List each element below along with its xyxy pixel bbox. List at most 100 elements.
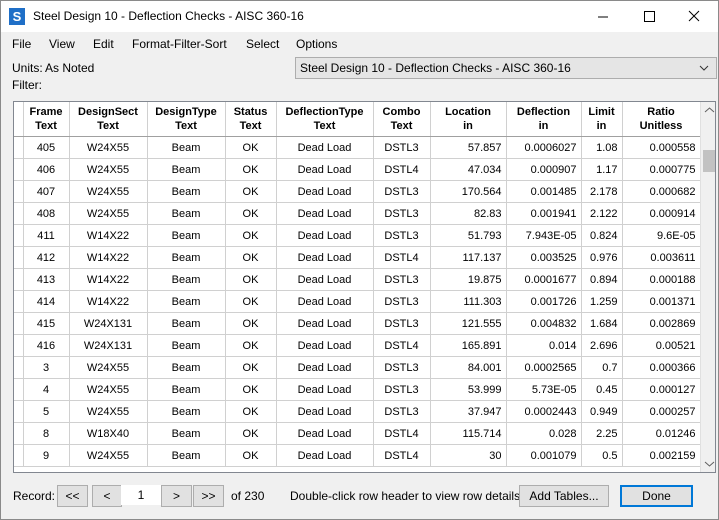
column-header: RatioUnitless xyxy=(622,102,700,137)
column-name: DeflectionType xyxy=(279,105,371,119)
cell: 82.83 xyxy=(430,203,506,225)
maximize[interactable] xyxy=(645,12,655,22)
cell: W18X40 xyxy=(69,423,147,445)
cell: Beam xyxy=(147,269,225,291)
row-header[interactable] xyxy=(14,203,23,225)
row-header[interactable] xyxy=(14,379,23,401)
column-name: Deflection xyxy=(509,105,579,119)
column-header: FrameText xyxy=(23,102,69,137)
cell: 30 xyxy=(430,445,506,467)
cell: Dead Load xyxy=(276,423,373,445)
row-header[interactable] xyxy=(14,181,23,203)
menu-item[interactable]: Select xyxy=(246,37,279,51)
first-button[interactable]: << xyxy=(57,485,88,507)
row-header[interactable] xyxy=(14,423,23,445)
table-body: 405W24X55BeamOKDead LoadDSTL357.8570.000… xyxy=(14,137,700,467)
column-name: Ratio xyxy=(625,105,698,119)
row-header[interactable] xyxy=(14,445,23,467)
cell: 0.004832 xyxy=(506,313,581,335)
scroll-up[interactable] xyxy=(705,108,714,112)
cell: DSTL3 xyxy=(373,291,430,313)
column-name: Limit xyxy=(584,105,620,119)
scroll-down[interactable] xyxy=(705,462,714,466)
next-button[interactable]: > xyxy=(161,485,192,507)
row-header[interactable] xyxy=(14,335,23,357)
row-header[interactable] xyxy=(14,401,23,423)
cell: 414 xyxy=(23,291,69,313)
column-unit: Text xyxy=(279,119,371,133)
cell: 413 xyxy=(23,269,69,291)
menu-item[interactable]: File xyxy=(12,37,31,51)
cell: W24X55 xyxy=(69,379,147,401)
row-header[interactable] xyxy=(14,313,23,335)
cell: 2.25 xyxy=(581,423,622,445)
add-tables-button[interactable]: Add Tables... xyxy=(519,485,609,507)
units-value: As Noted xyxy=(45,61,94,75)
scroll-thumb[interactable] xyxy=(703,150,716,172)
cell: W24X55 xyxy=(69,401,147,423)
menu-item[interactable]: Format-Filter-Sort xyxy=(132,37,227,51)
window-title: Steel Design 10 - Deflection Checks - AI… xyxy=(33,9,304,23)
table-selector[interactable]: Steel Design 10 - Deflection Checks - AI… xyxy=(295,57,717,79)
cell: OK xyxy=(225,335,276,357)
cell: 2.122 xyxy=(581,203,622,225)
cell: 0.014 xyxy=(506,335,581,357)
cell: DSTL3 xyxy=(373,203,430,225)
cell: OK xyxy=(225,401,276,423)
column-header: Limitin xyxy=(581,102,622,137)
cell: OK xyxy=(225,159,276,181)
cell: W24X55 xyxy=(69,137,147,159)
column-unit: Text xyxy=(26,119,67,133)
row-header[interactable] xyxy=(14,159,23,181)
row-header[interactable] xyxy=(14,357,23,379)
menu-item[interactable]: Edit xyxy=(93,37,114,51)
cell: Beam xyxy=(147,401,225,423)
cell: W24X55 xyxy=(69,181,147,203)
done-button[interactable]: Done xyxy=(620,485,693,507)
cell: 0.000775 xyxy=(622,159,700,181)
menu-item[interactable]: View xyxy=(49,37,75,51)
prev-button[interactable]: < xyxy=(92,485,122,507)
record-field[interactable]: 1 xyxy=(121,485,161,505)
cell: 1.08 xyxy=(581,137,622,159)
row-header[interactable] xyxy=(14,269,23,291)
cell: W24X55 xyxy=(69,203,147,225)
row-header[interactable] xyxy=(14,247,23,269)
cell: 1.17 xyxy=(581,159,622,181)
row-header[interactable] xyxy=(14,291,23,313)
cell: 0.000907 xyxy=(506,159,581,181)
close[interactable] xyxy=(689,11,699,21)
cell: 2.178 xyxy=(581,181,622,203)
data-grid: FrameTextDesignSectTextDesignTypeTextSta… xyxy=(13,101,716,473)
cell: 1.684 xyxy=(581,313,622,335)
cell: 0.002159 xyxy=(622,445,700,467)
cell: 170.564 xyxy=(430,181,506,203)
cell: 415 xyxy=(23,313,69,335)
column-name: Status xyxy=(228,105,274,119)
cell: 412 xyxy=(23,247,69,269)
last-button[interactable]: >> xyxy=(193,485,224,507)
cell: DSTL3 xyxy=(373,137,430,159)
cell: 2.696 xyxy=(581,335,622,357)
cell: 5 xyxy=(23,401,69,423)
cell: OK xyxy=(225,269,276,291)
cell: W24X55 xyxy=(69,159,147,181)
cell: Beam xyxy=(147,291,225,313)
column-header: DesignTypeText xyxy=(147,102,225,137)
menu-item[interactable]: Options xyxy=(296,37,337,51)
row-header[interactable] xyxy=(14,137,23,159)
cell: 8 xyxy=(23,423,69,445)
column-unit: in xyxy=(433,119,504,133)
hint: Double-click row header to view row deta… xyxy=(290,489,523,503)
row-header[interactable] xyxy=(14,225,23,247)
cell: 3 xyxy=(23,357,69,379)
cell: 5.73E-05 xyxy=(506,379,581,401)
cell: 4 xyxy=(23,379,69,401)
cell: 0.894 xyxy=(581,269,622,291)
column-unit: Unitless xyxy=(625,119,698,133)
vertical-scrollbar[interactable] xyxy=(700,102,716,472)
cell: OK xyxy=(225,357,276,379)
cell: 0.0001677 xyxy=(506,269,581,291)
table-row: 415W24X131BeamOKDead LoadDSTL3121.5550.0… xyxy=(14,313,700,335)
table-row: 414W14X22BeamOKDead LoadDSTL3111.3030.00… xyxy=(14,291,700,313)
